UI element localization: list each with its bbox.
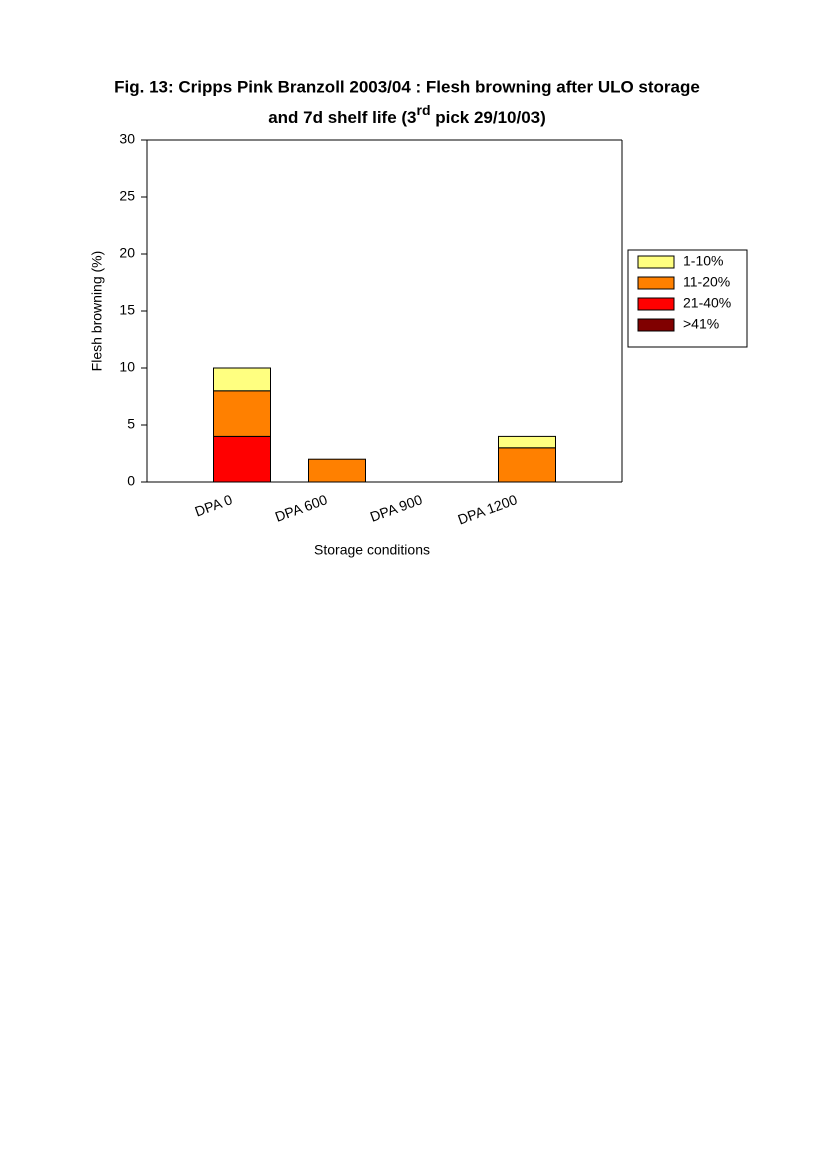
y-tick-label: 0: [127, 473, 135, 489]
title-part: and 7d shelf life (3: [268, 108, 416, 127]
y-tick-label: 20: [119, 245, 135, 261]
bar-segment: [213, 435, 271, 483]
y-axis-label: Flesh browning (%): [89, 251, 105, 372]
x-tick-label: DPA 1200: [456, 491, 520, 527]
legend-label: 11-20%: [683, 274, 730, 290]
bar-segment: [308, 458, 366, 483]
legend-label: 1-10%: [683, 253, 723, 269]
x-tick-label: DPA 0: [192, 491, 234, 519]
legend-swatch: [637, 297, 675, 311]
bar-segment: [498, 435, 556, 449]
title-part: pick 29/10/03): [431, 108, 546, 127]
bar-segment: [213, 367, 271, 392]
chart-title: Fig. 13: Cripps Pink Branzoll 2003/04 : …: [114, 77, 700, 96]
chart-title-line2: and 7d shelf life (3rd pick 29/10/03): [268, 102, 546, 128]
title-superscript: rd: [417, 102, 431, 118]
x-tick-label: DPA 600: [273, 491, 330, 525]
legend-swatch: [637, 276, 675, 290]
x-axis-label: Storage conditions: [314, 542, 430, 558]
y-tick-label: 25: [119, 188, 135, 204]
bar-segment: [498, 447, 556, 483]
y-tick-label: 30: [119, 131, 135, 147]
bar-segment: [213, 390, 271, 437]
legend-swatch: [637, 255, 675, 269]
y-tick-label: 10: [119, 359, 135, 375]
legend-label: 21-40%: [683, 295, 731, 311]
y-tick-label: 15: [119, 302, 135, 318]
legend-label: >41%: [683, 316, 719, 332]
x-tick-label: DPA 900: [368, 491, 425, 525]
legend-swatch: [637, 318, 675, 332]
y-tick-label: 5: [127, 416, 135, 432]
